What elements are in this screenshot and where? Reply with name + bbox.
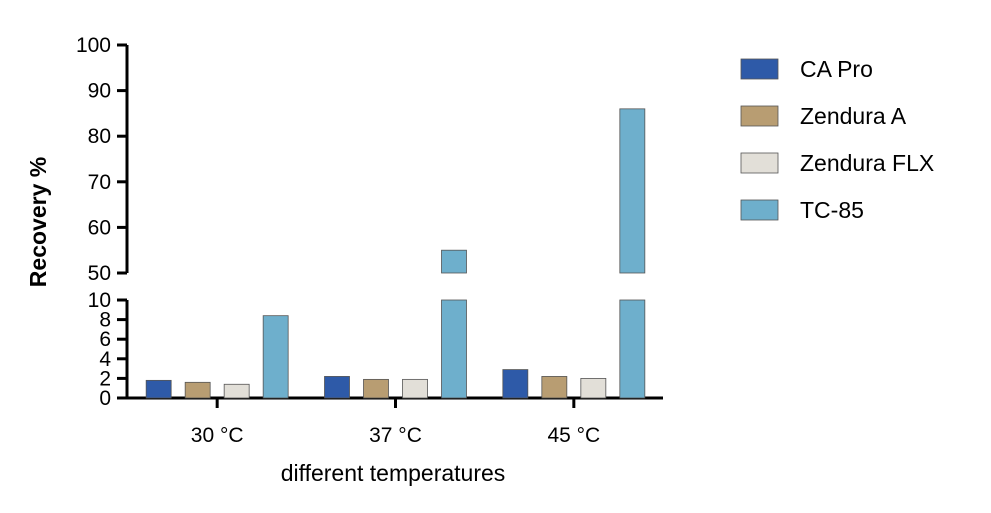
category-labels: 30 °C 37 °C 45 °C [191,424,600,447]
x-tick-label: 45 °C [547,424,600,447]
y-tick-label: 6 [99,328,111,351]
legend-label: Zendura FLX [800,150,934,176]
y-tick-label: 0 [99,387,111,410]
y-tick-label: 10 [88,289,111,312]
y-tick-label: 80 [88,125,111,148]
bar-upper [619,108,646,274]
bar [324,376,350,399]
bar-upper [441,249,467,274]
y-axis-title: Recovery % [25,157,51,287]
legend-swatch [740,58,779,80]
legend-swatch [740,199,779,221]
legend-label: Zendura A [800,103,907,129]
bar [223,383,250,399]
bar [184,381,211,399]
y-tick-label: 100 [76,34,111,57]
y-tick-label: 90 [88,80,111,103]
y-tick-label: 70 [88,171,111,194]
bar [363,378,389,399]
bar [619,299,646,399]
x-axis-title: different temperatures [281,460,506,486]
y-tick-label: 4 [99,348,111,371]
legend-swatch [740,105,779,127]
bar [262,315,289,399]
bars [145,108,646,399]
legend-label: CA Pro [800,56,873,82]
y-tick-label: 50 [88,262,111,285]
axes [117,43,663,408]
bar [541,376,568,399]
bar [580,377,607,399]
bar [441,299,467,399]
bar [502,369,529,399]
y-tick-label: 8 [99,309,111,332]
x-tick-label: 37 °C [369,424,422,447]
legend-swatch [740,152,779,174]
y-tick-label: 2 [99,367,111,390]
legend: CA Pro Zendura A Zendura FLX TC-85 [740,56,934,223]
legend-label: TC-85 [800,197,864,223]
y-tick-label: 60 [88,216,111,239]
x-tick-label: 30 °C [191,424,244,447]
bar [145,379,172,399]
bar [402,378,428,399]
